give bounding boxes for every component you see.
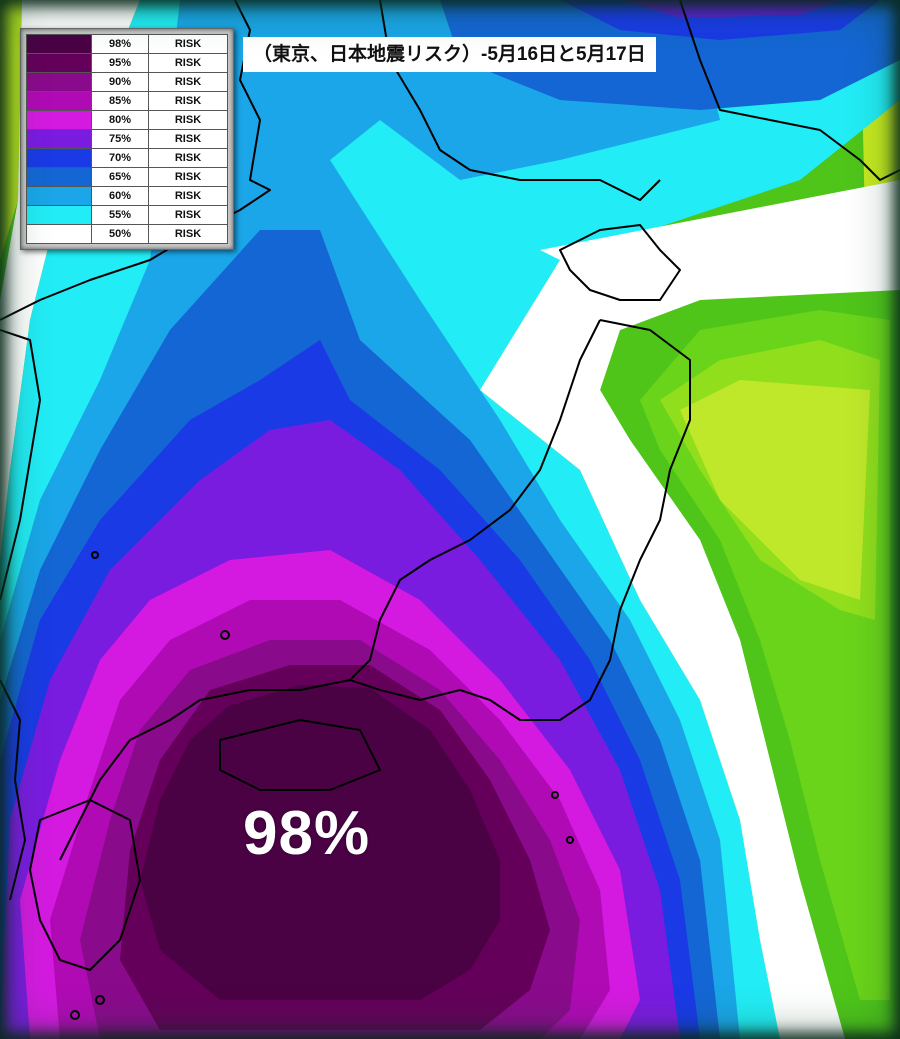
legend-swatch (26, 72, 92, 92)
coast-kyushu (29, 799, 141, 971)
legend-row: 70% RISK (26, 148, 228, 168)
coast-primorye (379, 0, 661, 201)
legend-swatch (26, 224, 92, 244)
legend-percent: 80% (91, 110, 149, 130)
legend-row: 65% RISK (26, 167, 228, 187)
risk-legend: 98% RISK 95% RISK 90% RISK 85% RISK 80% RISK 75% RI… (20, 28, 234, 250)
legend-swatch (26, 205, 92, 225)
legend-label: RISK (148, 205, 228, 225)
zone-50-band (480, 180, 900, 1039)
coast-hokkaido (559, 224, 681, 301)
legend-percent: 55% (91, 205, 149, 225)
legend-row: 90% RISK (26, 72, 228, 92)
coast-honshu (59, 319, 691, 861)
coast-shikoku (219, 719, 381, 791)
legend-swatch (26, 110, 92, 130)
risk-center-label: 98% (243, 799, 371, 868)
legend-percent: 95% (91, 53, 149, 73)
legend-row: 55% RISK (26, 205, 228, 225)
legend-swatch (26, 186, 92, 206)
legend-swatch (26, 34, 92, 54)
map-title: （東京、日本地震リスク）-5月16日と5月17日 (243, 37, 656, 72)
legend-percent: 90% (91, 72, 149, 92)
zone-98 (140, 685, 500, 1000)
legend-percent: 70% (91, 148, 149, 168)
coast-korea-south (0, 679, 26, 901)
legend-percent: 75% (91, 129, 149, 149)
legend-label: RISK (148, 148, 228, 168)
zone-east-yellow-core (680, 380, 870, 600)
legend-label: RISK (148, 53, 228, 73)
legend-row: 80% RISK (26, 110, 228, 130)
legend-row: 50% RISK (26, 224, 228, 244)
coast-island-3 (95, 995, 105, 1005)
coast-korea (0, 329, 41, 601)
legend-label: RISK (148, 224, 228, 244)
legend-table: 98% RISK 95% RISK 90% RISK 85% RISK 80% RISK 75% RI… (26, 34, 228, 244)
coast-island-2 (566, 836, 574, 844)
coast-island-1 (551, 791, 559, 799)
legend-percent: 98% (91, 34, 149, 54)
coast-island-6 (91, 551, 99, 559)
legend-percent: 60% (91, 186, 149, 206)
legend-label: RISK (148, 186, 228, 206)
legend-swatch (26, 129, 92, 149)
zone-left-yellow (0, 0, 22, 260)
legend-row: 75% RISK (26, 129, 228, 149)
zone-top-violet (620, 0, 840, 18)
legend-row: 60% RISK (26, 186, 228, 206)
coast-island-4 (70, 1010, 80, 1020)
legend-label: RISK (148, 91, 228, 111)
legend-row: 95% RISK (26, 53, 228, 73)
legend-percent: 85% (91, 91, 149, 111)
legend-label: RISK (148, 129, 228, 149)
coast-mainland-north (0, 0, 271, 321)
legend-label: RISK (148, 72, 228, 92)
legend-swatch (26, 148, 92, 168)
coast-sakhalin (679, 0, 900, 181)
coast-honshu-west (349, 319, 601, 681)
coast-island-5 (220, 630, 230, 640)
legend-label: RISK (148, 34, 228, 54)
legend-row: 85% RISK (26, 91, 228, 111)
legend-percent: 65% (91, 167, 149, 187)
legend-swatch (26, 167, 92, 187)
legend-swatch (26, 91, 92, 111)
legend-label: RISK (148, 110, 228, 130)
legend-swatch (26, 53, 92, 73)
legend-percent: 50% (91, 224, 149, 244)
legend-row: 98% RISK (26, 34, 228, 54)
legend-label: RISK (148, 167, 228, 187)
